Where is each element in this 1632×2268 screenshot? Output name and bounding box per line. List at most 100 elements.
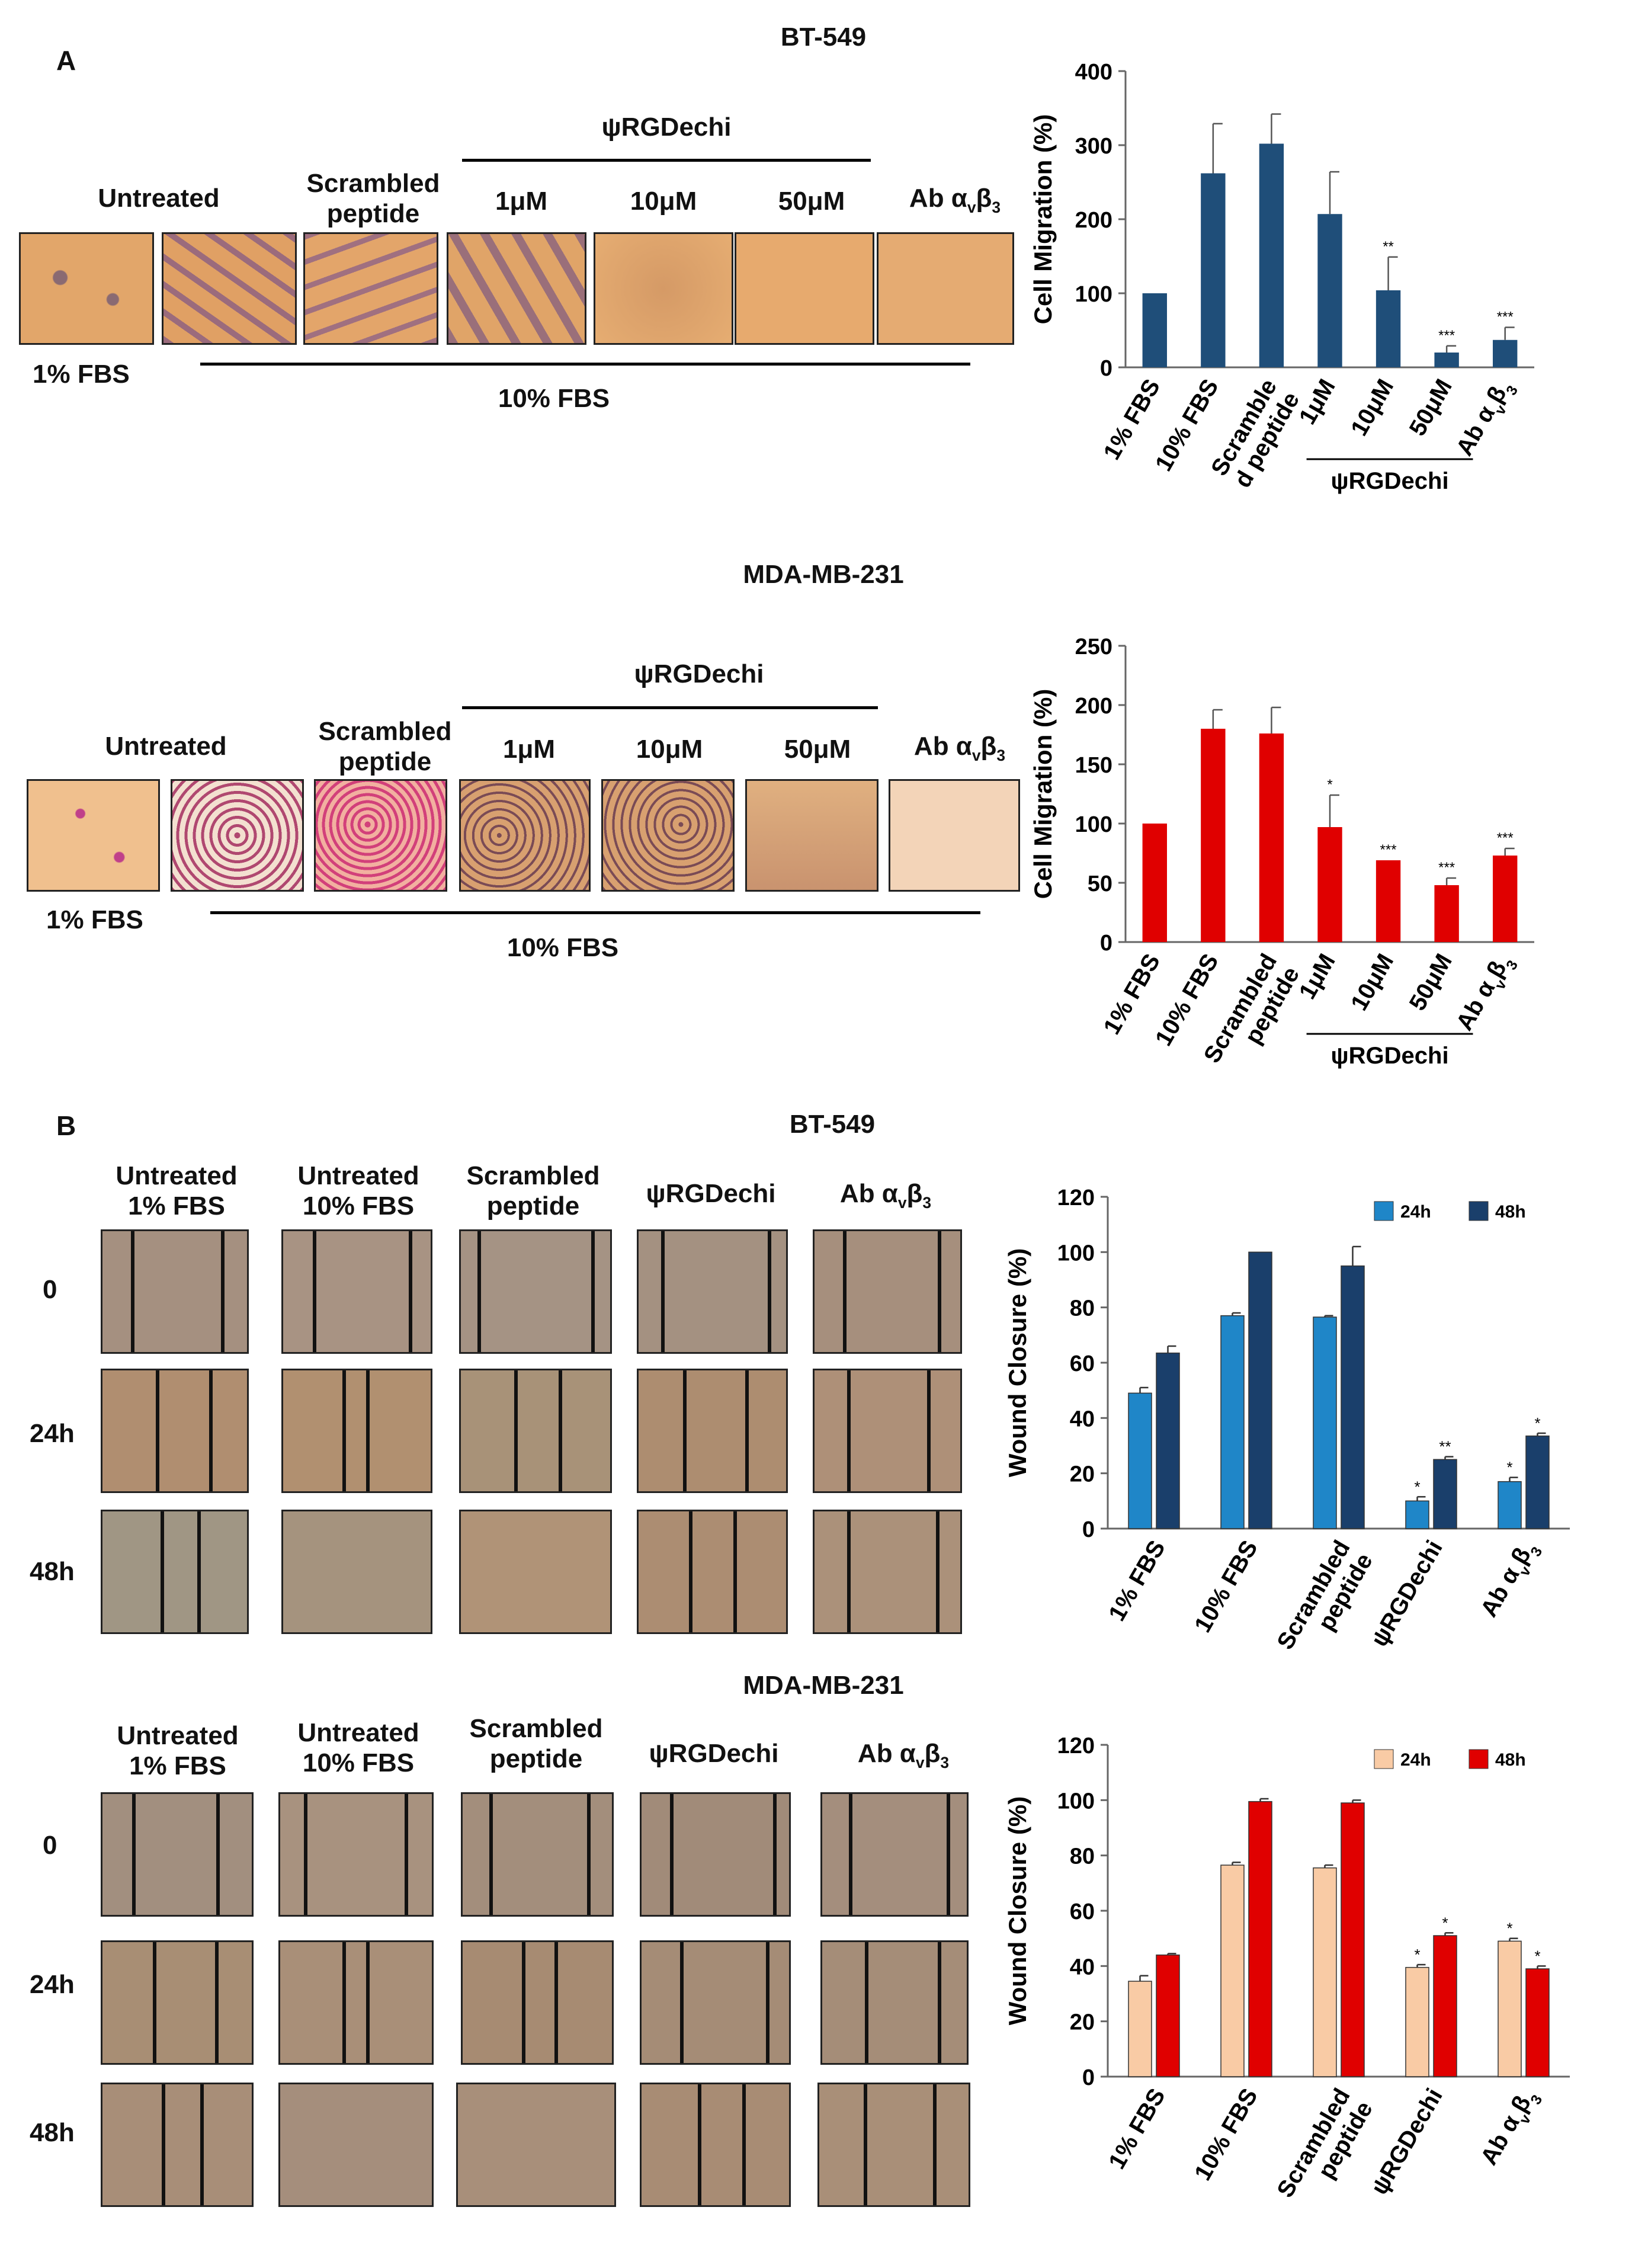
- mda-header-10um: 10μM: [636, 735, 703, 764]
- mda-wound-chart: 0 20 40 60 80 100 120 Wound Closure (%) * * * * 1% F…: [1003, 1734, 1570, 2202]
- bar-48h: [1341, 1802, 1365, 2077]
- mda-10fbs-label: 10% FBS: [506, 933, 619, 962]
- legend-label-24h: 24h: [1400, 1750, 1431, 1770]
- group-label: ψRGDechi: [1331, 1043, 1449, 1069]
- significance-mark: *: [1506, 1920, 1512, 1937]
- significance-mark: *: [1534, 1414, 1540, 1432]
- bt549-transwell-image-3: [303, 232, 438, 345]
- mda-wound-24-1: [101, 1940, 254, 2065]
- mda-wound-24-5: [820, 1940, 969, 2065]
- x-tick-label-line: 1% FBS: [1104, 2084, 1171, 2174]
- mda-wound-48-5: [817, 2083, 970, 2207]
- x-tick-label-line: 1% FBS: [1099, 950, 1166, 1039]
- bt549-transwell-image-5: [594, 232, 733, 345]
- bar: [1493, 339, 1518, 367]
- bt549-wound-0-3: [459, 1229, 612, 1354]
- significance-mark: **: [1439, 1438, 1451, 1456]
- x-tick-label-line: 10μM: [1346, 950, 1399, 1016]
- mda-10fbs-line: [210, 911, 980, 914]
- mda-transwell-image-4: [459, 779, 591, 892]
- x-tick-label: Ab αvβ3: [1476, 1536, 1546, 1625]
- mda-header-ab: Ab αvβ3: [913, 732, 1006, 764]
- bt549-title-a: BT-549: [780, 23, 867, 52]
- x-tick-label: Ab αvβ3: [1476, 2091, 1546, 2169]
- bt549-header-10um: 10μM: [630, 187, 697, 216]
- bt549-b-row-0: 0: [43, 1275, 57, 1304]
- legend-swatch-48h: [1469, 1201, 1489, 1221]
- mda-1fbs-label: 1% FBS: [46, 905, 143, 934]
- bar-24h: [1128, 1392, 1152, 1529]
- x-tick-label: 1% FBS: [1104, 2084, 1171, 2174]
- mda-wound-48-1: [101, 2083, 254, 2207]
- bar: [1142, 293, 1167, 367]
- x-tick-label: 1% FBS: [1099, 950, 1166, 1039]
- y-tick-label: 80: [1070, 1296, 1095, 1321]
- significance-mark: ***: [1497, 309, 1514, 325]
- bar-24h: [1498, 1481, 1522, 1529]
- legend-label-24h: 24h: [1400, 1202, 1431, 1222]
- bar: [1259, 733, 1284, 942]
- significance-mark: ***: [1438, 328, 1455, 344]
- x-tick-label-line: 10% FBS: [1189, 1536, 1263, 1637]
- x-tick-label: 10μM: [1346, 375, 1399, 441]
- x-tick-label: 50μM: [1405, 950, 1457, 1016]
- y-tick-label: 120: [1057, 1734, 1095, 1758]
- bar-24h: [1405, 1500, 1429, 1529]
- bar-24h: [1128, 1981, 1152, 2077]
- bt549-b-header-3: Scrambled peptide: [466, 1161, 600, 1221]
- mda-wound-48-2: [278, 2083, 434, 2207]
- significance-mark: ***: [1438, 860, 1455, 876]
- bt549-wound-48-2: [281, 1510, 432, 1634]
- mda-header-scrambled: Scrambled peptide: [318, 717, 452, 776]
- bar-48h: [1156, 1352, 1180, 1529]
- mda-wound-0-3: [461, 1792, 614, 1917]
- mda-transwell-image-7: [889, 779, 1020, 892]
- bar-48h: [1525, 1435, 1550, 1529]
- bt549-wound-0-1: [101, 1229, 249, 1354]
- y-axis-label: Cell Migration (%): [1029, 114, 1057, 325]
- x-tick-label: 50μM: [1405, 375, 1457, 441]
- y-tick-label: 250: [1075, 635, 1112, 659]
- y-tick-label: 100: [1075, 812, 1112, 837]
- x-tick-label: ψRGDechi: [1366, 1536, 1448, 1651]
- bt549-transwell-image-2: [162, 232, 297, 345]
- bt549-title-b: BT-549: [789, 1110, 876, 1139]
- y-axis-label: Wound Closure (%): [1003, 1796, 1031, 2026]
- mda-b-row-48h: 48h: [30, 2118, 75, 2147]
- panel-b-label: B: [56, 1110, 76, 1141]
- bt549-transwell-image-1: [19, 232, 154, 345]
- bar: [1434, 353, 1459, 367]
- x-tick-label-line: 50μM: [1405, 950, 1457, 1016]
- bt549-header-1um: 1μM: [495, 187, 548, 216]
- bt549-group-line: [462, 159, 871, 162]
- y-tick-label: 20: [1070, 2010, 1095, 2035]
- y-axis-label: Wound Closure (%): [1003, 1248, 1031, 1478]
- bar-24h: [1313, 1316, 1337, 1529]
- x-tick-label-line: Ab αvβ3: [1476, 1536, 1546, 1625]
- bar-48h: [1525, 1968, 1550, 2077]
- bt549-wound-0-4: [637, 1229, 788, 1354]
- bar-48h: [1433, 1459, 1457, 1529]
- mda-transwell-image-2: [171, 779, 304, 892]
- mda-header-1um: 1μM: [502, 735, 556, 764]
- mda-b-header-5: Ab αvβ3: [857, 1739, 950, 1772]
- bt549-wound-48-3: [459, 1510, 612, 1634]
- group-label: ψRGDechi: [1331, 468, 1449, 494]
- y-tick-label: 150: [1075, 753, 1112, 778]
- bt549-b-header-2: Untreated 10% FBS: [297, 1161, 419, 1221]
- x-tick-label: 10% FBS: [1189, 2084, 1263, 2185]
- y-tick-label: 40: [1070, 1407, 1095, 1431]
- bt549-wound-0-5: [813, 1229, 962, 1354]
- mda-header-50um: 50μM: [784, 735, 851, 764]
- x-tick-label-line: 1% FBS: [1099, 375, 1166, 465]
- bar-48h: [1433, 1935, 1457, 2077]
- mda-wound-24-2: [278, 1940, 434, 2065]
- bar-24h: [1220, 1865, 1245, 2077]
- bar: [1376, 290, 1401, 367]
- significance-mark: *: [1414, 1478, 1420, 1495]
- bar: [1259, 143, 1284, 367]
- mda-wound-48-3: [456, 2083, 616, 2207]
- y-tick-label: 200: [1075, 208, 1112, 233]
- y-axis-label: Cell Migration (%): [1029, 689, 1057, 899]
- bt549-header-scrambled: Scrambled peptide: [306, 169, 440, 228]
